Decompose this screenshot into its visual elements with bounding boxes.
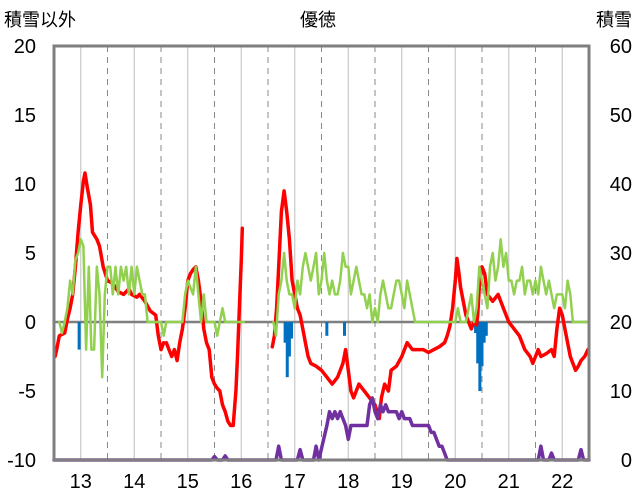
precipitation-bars [77,322,488,391]
y-left-tick-label: 20 [14,36,36,58]
precipitation-bar [482,322,486,343]
x-tick-label: 15 [177,471,199,493]
wind-line [272,237,591,338]
precipitation-bar [480,322,484,367]
x-tick-label: 19 [391,471,413,493]
x-tick-label: 18 [337,471,359,493]
precipitation-bar [478,322,482,391]
plot-frame [52,44,591,462]
precipitation-bar [484,322,488,336]
temperature-line [53,171,166,359]
y-right-tick-label: 30 [610,243,632,265]
y-right-tick-label: 60 [610,36,632,58]
x-tick-label: 16 [230,471,252,493]
x-tick-label: 21 [498,471,520,493]
y-right-tick-label: 20 [610,312,632,334]
precipitation-bar [476,322,480,364]
precipitation-bar [283,322,287,343]
precipitation-bar [325,322,329,336]
y-right-tick-label: 40 [610,174,632,196]
chart-title: 優徳 [300,10,336,30]
precipitation-bar [287,322,291,357]
y-left-tick-label: -5 [18,381,36,403]
y-right-tick-label: 50 [610,105,632,127]
x-tick-label: 22 [551,471,573,493]
precipitation-bar [77,322,81,350]
wind-line [58,237,246,379]
y-left-tick-label: 5 [25,243,36,265]
gridlines [53,46,590,460]
temperature-line [164,226,245,428]
precipitation-bar [290,322,294,339]
y-right-axis-label: 積雪 [596,10,632,30]
snow_depth-line [52,396,591,462]
y-left-tick-label: 15 [14,105,36,127]
precipitation-bar [285,322,289,378]
y-left-tick-label: 10 [14,174,36,196]
precipitation-bar [343,322,347,336]
y-left-tick-label: 0 [25,312,36,334]
x-tick-label: 17 [284,471,306,493]
precipitation-bar [474,322,478,334]
series-lines [52,171,591,462]
temperature-line [270,189,590,421]
y-right-tick-label: 0 [621,450,632,472]
y-right-tick-label: 10 [610,381,632,403]
x-tick-label: 20 [444,471,466,493]
x-tick-label: 13 [70,471,92,493]
x-tick-label: 14 [123,471,145,493]
y-left-tick-label: -10 [7,450,36,472]
y-left-axis-label: 積雪以外 [4,10,76,30]
